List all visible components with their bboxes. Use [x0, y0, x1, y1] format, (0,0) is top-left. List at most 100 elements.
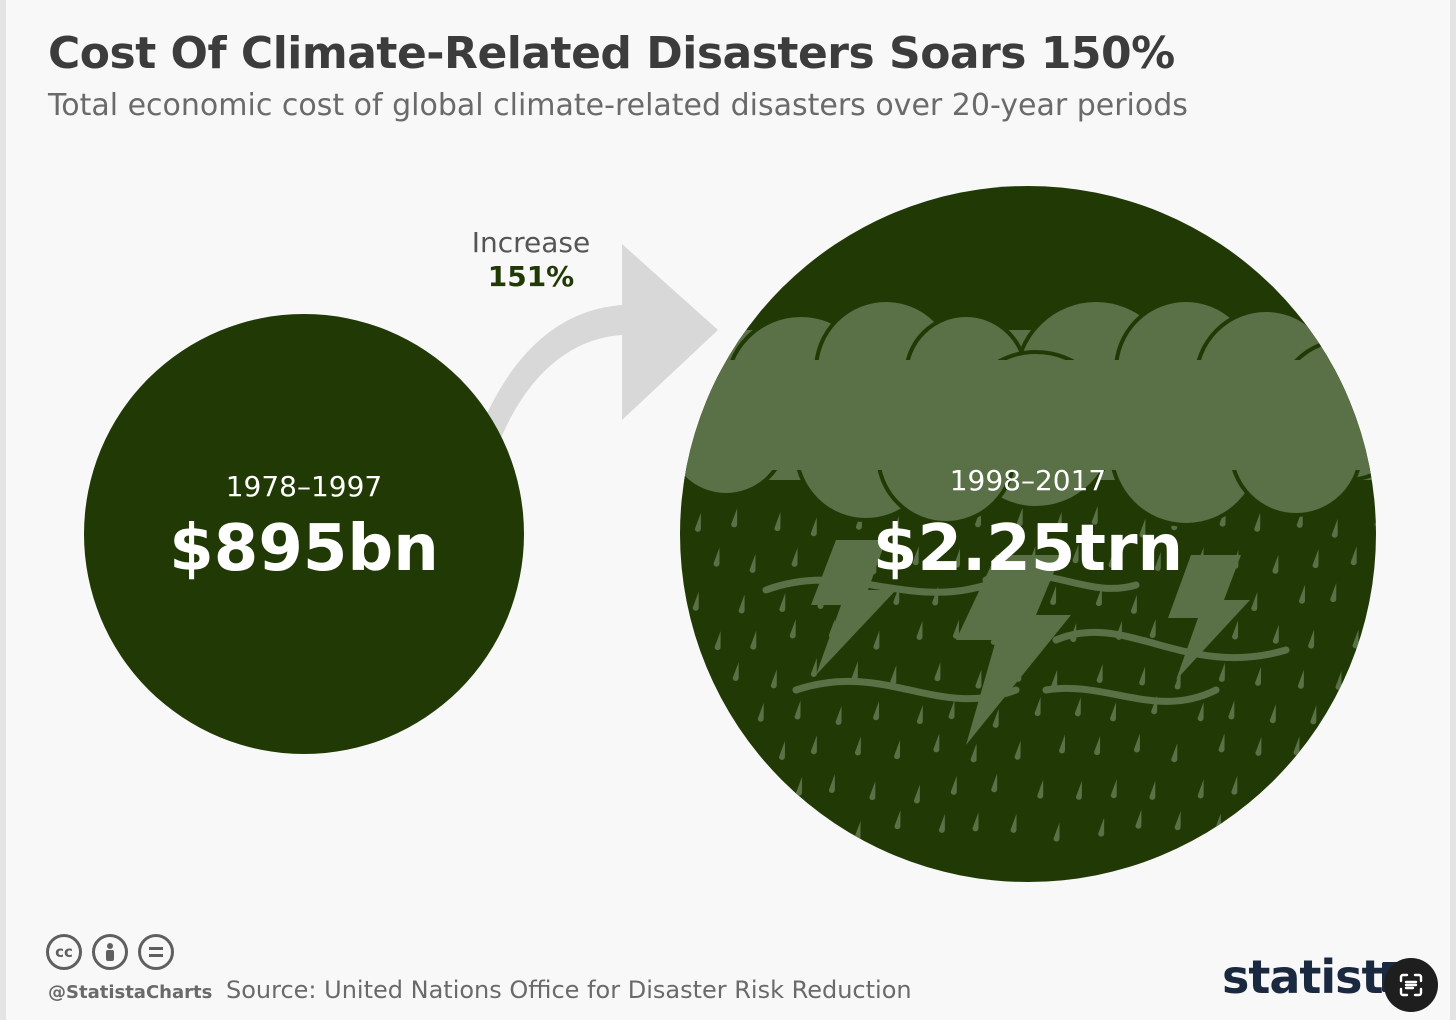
raindrop: [1252, 816, 1259, 836]
raindrop: [851, 661, 858, 681]
raindrop: [1269, 704, 1276, 724]
raindrop: [730, 810, 737, 830]
raindrop: [1095, 587, 1102, 607]
raindrop: [1096, 663, 1103, 683]
raindrop: [1377, 591, 1383, 610]
raindrop: [1037, 779, 1044, 799]
raindrop: [1016, 507, 1023, 527]
raindrop: [890, 665, 897, 685]
raindrop: [1393, 778, 1399, 797]
raindrop: [1293, 736, 1300, 756]
raindrop: [817, 821, 824, 841]
raindrop: [1232, 620, 1239, 640]
raindrop: [1352, 629, 1359, 649]
raindrop: [751, 784, 758, 804]
raindrop: [1055, 511, 1062, 531]
raindrop: [789, 619, 796, 639]
raindrop: [991, 773, 998, 793]
raindrop: [779, 593, 786, 613]
raindrop: [1309, 776, 1316, 796]
raindrop: [1394, 701, 1400, 720]
raindrop: [810, 735, 817, 755]
chart-title: Cost Of Climate-Related Disasters Soars …: [48, 28, 1175, 79]
scan-icon[interactable]: [1384, 958, 1438, 1012]
no-derivatives-icon[interactable]: [138, 934, 174, 970]
raindrop: [732, 662, 739, 682]
statista-logo[interactable]: statista: [1222, 950, 1414, 1004]
raindrop: [750, 630, 757, 650]
raindrop: [1130, 594, 1137, 614]
raindrop: [1149, 619, 1156, 639]
increase-label: Increase: [471, 226, 591, 259]
raindrop: [1337, 739, 1344, 759]
raindrop: [1372, 741, 1376, 761]
raindrop: [1050, 586, 1057, 606]
raindrop: [796, 776, 803, 796]
raindrop: [773, 821, 780, 841]
raindrop: [1171, 743, 1178, 763]
statista-handle[interactable]: @StatistaCharts: [48, 982, 213, 1003]
raindrop: [1331, 518, 1338, 538]
attribution-icon[interactable]: [92, 934, 128, 970]
raindrop: [869, 781, 876, 801]
raindrop: [854, 821, 861, 841]
increase-value: 151%: [487, 260, 575, 293]
raindrop: [1059, 734, 1066, 754]
raindrop: [1255, 736, 1262, 756]
raindrop: [1273, 778, 1280, 798]
bubble-chart: [84, 186, 1401, 882]
chart-subtitle: Total economic cost of global climate-re…: [48, 88, 1188, 123]
raindrop: [1139, 666, 1146, 686]
raindrop: [952, 619, 959, 639]
raindrop: [1197, 702, 1204, 722]
raindrop: [791, 547, 798, 567]
raindrop: [938, 813, 945, 833]
raindrop: [1010, 813, 1017, 833]
raindrop: [716, 784, 723, 804]
raindrop: [913, 784, 920, 804]
raindrop: [1395, 545, 1401, 564]
raindrop: [1094, 736, 1101, 756]
raindrop: [894, 740, 901, 760]
raindrop: [1098, 817, 1105, 837]
raindrop: [835, 705, 842, 725]
raindrop: [770, 669, 777, 689]
raindrop: [1251, 592, 1258, 612]
raindrop: [1014, 740, 1021, 760]
raindrop: [1108, 548, 1115, 568]
raindrop: [810, 517, 817, 537]
raindrop: [1197, 779, 1204, 799]
raindrop: [1356, 781, 1363, 801]
raindrop: [1272, 554, 1279, 574]
raindrop: [1135, 809, 1142, 829]
raindrop: [794, 700, 801, 720]
source-note: Source: United Nations Office for Disast…: [226, 976, 912, 1004]
raindrop: [1335, 818, 1342, 838]
raindrop: [972, 812, 979, 832]
raindrop: [892, 515, 899, 535]
raindrop: [828, 773, 835, 793]
raindrop: [934, 662, 941, 682]
raindrop: [1074, 697, 1081, 717]
raindrop: [1149, 780, 1156, 800]
raindrop: [1254, 512, 1261, 532]
raindrop: [975, 669, 982, 689]
raindrop: [1254, 666, 1261, 686]
raindrop: [774, 512, 781, 532]
raindrop: [696, 814, 703, 834]
bubble-value-label-2: $2.25trn: [872, 512, 1184, 586]
cc-icon[interactable]: cc: [46, 934, 82, 970]
raindrop: [948, 700, 955, 720]
raindrop: [1154, 552, 1161, 572]
raindrop: [738, 594, 745, 614]
wind-lines-icon: [762, 570, 1290, 705]
raindrop: [1391, 632, 1397, 651]
raindrop: [698, 735, 705, 755]
raindrop: [1376, 669, 1382, 688]
raindrop: [1228, 700, 1235, 720]
raindrop: [912, 546, 919, 566]
raindrop: [694, 512, 701, 532]
raindrop: [954, 548, 961, 568]
raindrop: [1053, 822, 1060, 842]
raindrop: [1231, 775, 1238, 795]
